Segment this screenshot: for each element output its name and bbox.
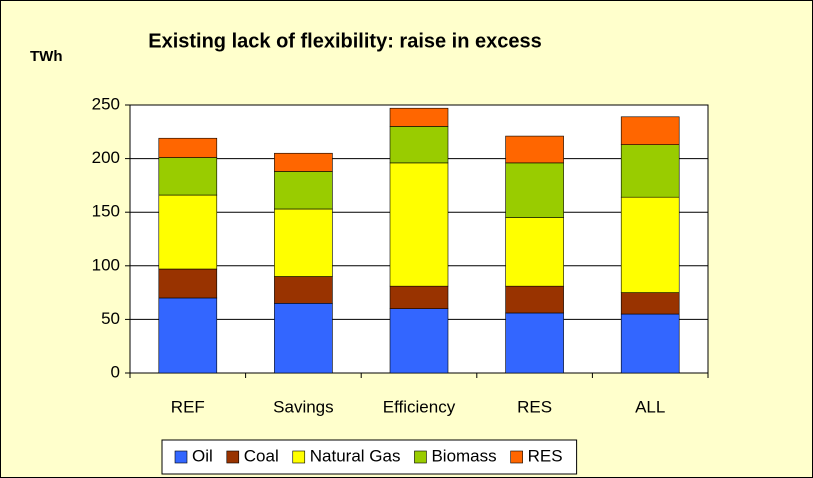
bar-segment bbox=[505, 312, 564, 374]
bar-segment bbox=[389, 308, 449, 374]
x-tick-label: ALL bbox=[635, 397, 665, 416]
bar-segment bbox=[389, 126, 449, 164]
bar-segment bbox=[389, 107, 449, 127]
legend-label: Biomass bbox=[431, 446, 496, 465]
bar-segment bbox=[274, 276, 333, 304]
bar-segment bbox=[620, 292, 680, 315]
bar-segment bbox=[505, 217, 564, 287]
bar-segment bbox=[158, 194, 218, 270]
y-tick-label: 150 bbox=[92, 202, 120, 221]
legend-swatch bbox=[414, 450, 427, 464]
bar-segment bbox=[274, 152, 333, 172]
x-tick-label: RES bbox=[517, 397, 552, 416]
bar-segment bbox=[274, 303, 333, 374]
legend-swatch bbox=[226, 450, 240, 464]
bar-segment bbox=[158, 268, 218, 299]
bar-segment bbox=[505, 162, 564, 218]
legend-swatch bbox=[510, 450, 523, 464]
bar-segment bbox=[274, 171, 333, 210]
bar-segment bbox=[158, 297, 218, 374]
legend-swatch bbox=[292, 450, 306, 464]
bar-segment bbox=[620, 144, 680, 198]
y-tick-label: 100 bbox=[92, 255, 120, 274]
y-tick-label: 0 bbox=[111, 362, 120, 381]
y-tick-label: 250 bbox=[92, 94, 120, 113]
x-tick-label: REF bbox=[171, 397, 205, 416]
x-tick-label: Savings bbox=[273, 397, 333, 416]
bar-segment bbox=[505, 285, 564, 314]
bar-segment bbox=[274, 208, 333, 277]
bar-segment bbox=[158, 137, 218, 158]
bar-segment bbox=[505, 135, 564, 164]
bar-segment bbox=[389, 162, 449, 287]
bar-segment bbox=[620, 196, 680, 293]
bar-segment bbox=[389, 285, 449, 309]
chart-title: Existing lack of flexibility: raise in e… bbox=[148, 30, 542, 52]
y-tick-label: 200 bbox=[92, 148, 120, 167]
legend-label: Coal bbox=[244, 446, 279, 465]
legend-label: Natural Gas bbox=[310, 446, 401, 465]
y-tick-label: 50 bbox=[101, 309, 120, 328]
legend-label: Oil bbox=[192, 446, 213, 465]
bar-segment bbox=[158, 157, 218, 196]
bar-segment bbox=[620, 313, 680, 374]
bar-segment bbox=[620, 116, 680, 145]
y-axis-label: TWh bbox=[30, 48, 62, 65]
legend-swatch bbox=[174, 450, 188, 464]
x-tick-label: Efficiency bbox=[383, 397, 456, 416]
legend-label: RES bbox=[528, 446, 563, 465]
